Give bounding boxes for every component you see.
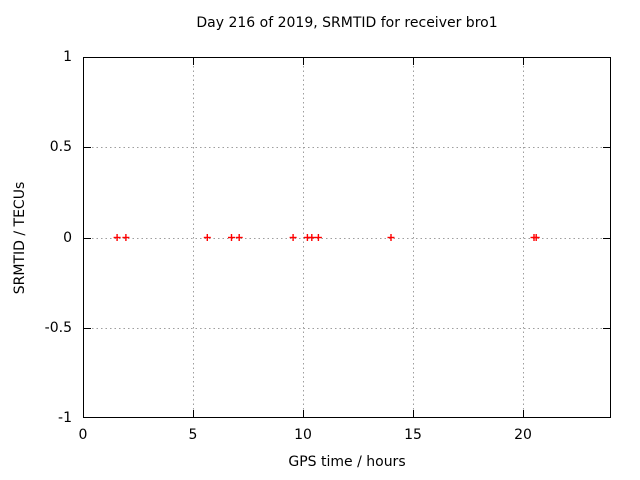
x-tick-label: 0 bbox=[78, 427, 88, 443]
plot-area bbox=[83, 57, 611, 418]
x-tick-label: 10 bbox=[294, 427, 312, 443]
plot-border bbox=[83, 57, 611, 418]
y-tick-label: 0.5 bbox=[49, 139, 72, 156]
y-tick-label: 0 bbox=[63, 229, 72, 246]
y-tick-label: -1 bbox=[58, 410, 72, 426]
x-tick-label: 5 bbox=[188, 427, 198, 443]
y-tick-label: 1 bbox=[63, 49, 72, 65]
x-tick-label: 20 bbox=[514, 427, 532, 443]
chart-title: Day 216 of 2019, SRMTID for receiver bro… bbox=[196, 15, 498, 31]
x-tick-label: 15 bbox=[404, 427, 422, 443]
y-tick-label: -0.5 bbox=[44, 319, 72, 336]
x-axis-label: GPS time / hours bbox=[288, 454, 406, 470]
